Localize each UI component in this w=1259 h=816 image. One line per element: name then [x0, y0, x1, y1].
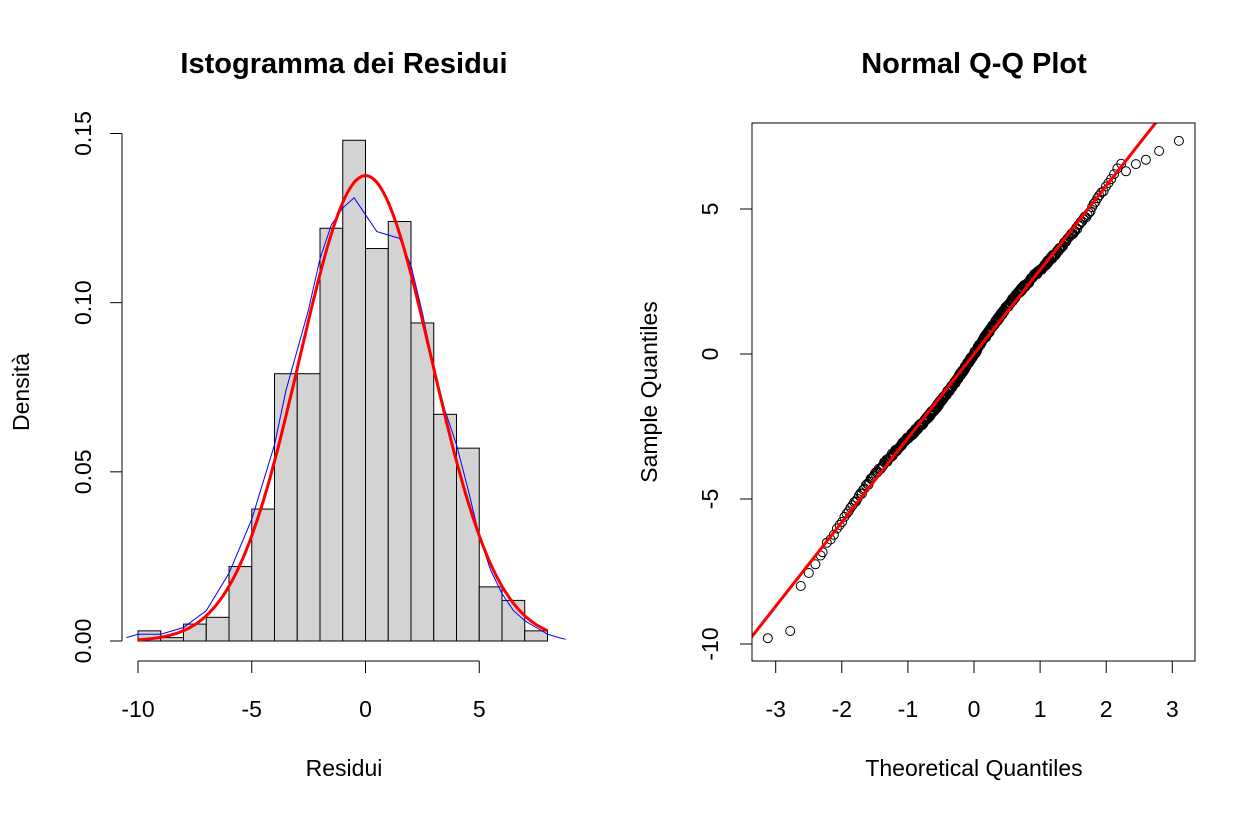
x-tick-label: -10 [121, 696, 154, 722]
histogram-bar [410, 322, 435, 642]
qq-reference-line [752, 123, 1158, 639]
histogram-y-axis: 0.00 0.05 0.10 0.15 [70, 111, 123, 664]
qq-point [837, 516, 848, 527]
histogram-bar [319, 227, 344, 642]
qq-y-label: Sample Quantiles [636, 301, 662, 483]
qq-point [1173, 135, 1184, 146]
x-tick-label: -3 [765, 696, 785, 722]
kde-curve [126, 197, 566, 640]
histogram-bar [501, 599, 526, 642]
histogram-bar [387, 220, 412, 642]
histogram-bar [365, 248, 389, 642]
y-tick-label: 0.10 [70, 280, 96, 325]
histogram-bar [478, 586, 503, 642]
histogram-bar [205, 616, 230, 642]
y-tick-label: 0.05 [70, 449, 96, 494]
qq-point [1140, 154, 1151, 165]
x-tick-label: 0 [359, 696, 372, 722]
x-tick-label: 5 [473, 696, 486, 722]
qq-point [1106, 174, 1117, 185]
y-tick-label: 0.00 [70, 619, 96, 664]
histogram-bar [524, 630, 548, 642]
histogram-bar [342, 139, 366, 642]
qq-panel: Normal Q-Q Plot -3 -2 -1 0 1 2 3 -10-505 Theor… [636, 48, 1196, 781]
x-tick-label: -2 [832, 696, 852, 722]
x-tick-label: -1 [898, 696, 918, 722]
qq-point [1130, 159, 1141, 170]
histogram-panel: Istogramma dei Residui -10 -5 0 5 0.000.050… [8, 48, 566, 781]
qq-y-axis: -10 -5 0 5 [697, 203, 752, 661]
histogram-x-axis: -10 -5 0 5 [121, 660, 486, 722]
y-tick-label: -5 [697, 489, 723, 509]
y-tick-label: -10 [697, 627, 723, 660]
histogram-y-label: Densità [8, 353, 34, 431]
histogram-x-label: Residui [306, 755, 383, 781]
y-tick-label: 0 [697, 348, 723, 361]
qq-points [762, 135, 1184, 644]
histogram-bar [183, 623, 207, 642]
qq-point [795, 581, 806, 591]
qq-point [1109, 169, 1120, 180]
histogram-bar [160, 637, 184, 642]
histogram-bar [296, 373, 321, 642]
qq-point [821, 537, 832, 548]
qq-title: Normal Q-Q Plot [861, 48, 1087, 80]
x-tick-label: -5 [242, 696, 262, 722]
qq-plot-frame [751, 122, 1196, 662]
histogram-bar [456, 447, 480, 642]
y-tick-label: 0.15 [70, 111, 96, 156]
x-tick-label: 3 [1166, 696, 1179, 722]
histogram-bars [137, 139, 548, 642]
qq-point [1154, 146, 1165, 156]
qq-point [803, 568, 814, 578]
qq-x-label: Theoretical Quantiles [865, 755, 1082, 781]
x-tick-label: 2 [1100, 696, 1113, 722]
y-tick-label: 5 [697, 203, 723, 216]
histogram-title: Istogramma dei Residui [180, 48, 507, 80]
normal-curve [137, 174, 549, 642]
qq-point [785, 626, 796, 636]
x-tick-label: 0 [968, 696, 981, 722]
qq-point [831, 523, 842, 534]
qq-point [762, 633, 773, 644]
qq-point [1100, 181, 1111, 192]
qq-x-axis: -3 -2 -1 0 1 2 3 [765, 660, 1179, 722]
qq-point [810, 559, 821, 570]
qq-point [834, 520, 845, 530]
qq-point [1121, 166, 1131, 177]
x-tick-label: 1 [1034, 696, 1047, 722]
